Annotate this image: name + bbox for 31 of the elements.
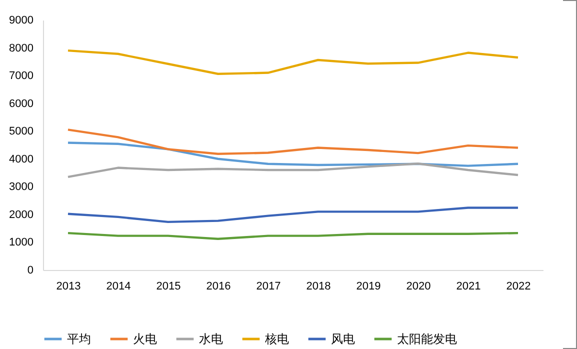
line-series — [66, 206, 520, 224]
legend-label: 核电 — [264, 332, 289, 346]
x-tick-label: 2018 — [306, 280, 331, 292]
legend-label: 平均 — [67, 332, 91, 346]
y-tick-label: 2000 — [9, 208, 34, 221]
x-tick-label: 2019 — [356, 280, 381, 292]
legend-label: 水电 — [199, 332, 223, 346]
line-series — [66, 142, 520, 167]
line-series — [66, 162, 520, 178]
y-tick-label: 3000 — [9, 181, 34, 194]
x-tick-label: 2016 — [206, 280, 231, 292]
x-tick-label: 2013 — [56, 280, 81, 292]
y-tick-label: 1000 — [9, 236, 34, 249]
legend-label: 太阳能发电 — [397, 332, 457, 346]
x-tick-label: 2014 — [106, 280, 131, 292]
x-tick-label: 2015 — [156, 280, 181, 292]
line-series — [66, 128, 520, 155]
y-tick-label: 9000 — [9, 14, 34, 26]
x-tick-label: 2020 — [406, 280, 431, 292]
y-tick-label: 7000 — [9, 70, 34, 82]
line-series — [66, 49, 520, 75]
y-tick-label: 5000 — [9, 126, 34, 138]
y-tick-label: 4000 — [9, 153, 34, 166]
legend-label: 火电 — [133, 332, 157, 346]
x-tick-label: 2017 — [256, 280, 281, 292]
y-tick-label: 0 — [27, 264, 34, 276]
x-tick-label: 2022 — [506, 280, 531, 292]
y-tick-label: 8000 — [9, 42, 34, 54]
legend-label: 风电 — [331, 332, 355, 346]
y-tick-label: 6000 — [9, 98, 34, 110]
x-tick-label: 2021 — [456, 280, 481, 292]
